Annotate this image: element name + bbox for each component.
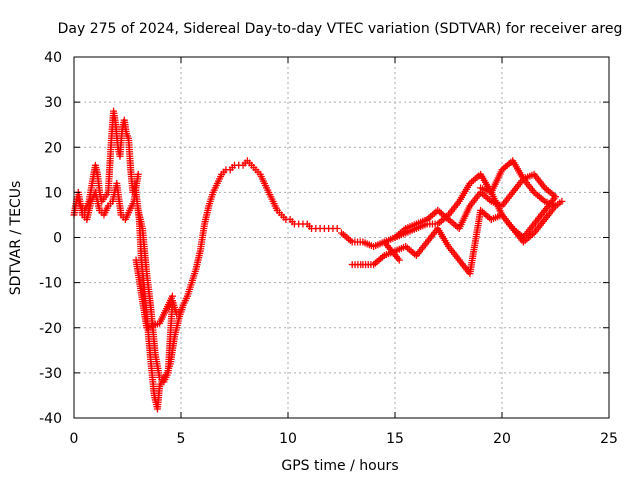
y-tick-label: -10 [39, 276, 62, 292]
data-point [395, 256, 403, 264]
y-tick-label: 10 [44, 185, 62, 201]
x-axis-ticks: 0 5 10 15 20 25 [70, 57, 618, 447]
series-minor-outliers [132, 238, 403, 332]
x-tick-label: 10 [279, 431, 297, 447]
x-axis-title: GPS time / hours [281, 458, 398, 474]
y-tick-label: -40 [39, 411, 62, 427]
data-points [70, 107, 566, 413]
data-point [134, 170, 142, 178]
x-tick-label: 15 [386, 431, 404, 447]
data-point [552, 202, 559, 210]
y-axis-title: SDTVAR / TECUs [8, 181, 24, 296]
x-tick-label: 25 [600, 431, 618, 447]
y-tick-label: 30 [44, 95, 62, 111]
chart-title: Day 275 of 2024, Sidereal Day-to-day VTE… [58, 21, 623, 37]
y-axis-ticks: -40 -30 -20 -10 0 10 20 30 40 [39, 50, 609, 427]
y-tick-label: 40 [44, 50, 62, 66]
x-tick-label: 5 [177, 431, 186, 447]
data-point [168, 292, 176, 300]
x-tick-label: 0 [70, 431, 79, 447]
series-early-cluster [74, 170, 142, 223]
y-tick-label: 0 [53, 231, 62, 247]
data-point [177, 306, 185, 314]
data-point [558, 197, 566, 205]
data-point [552, 193, 559, 201]
y-tick-label: -20 [39, 321, 62, 337]
series-late-d [477, 184, 559, 246]
series-late-c [391, 170, 559, 241]
data-point [333, 224, 341, 232]
x-tick-label: 20 [493, 431, 511, 447]
series-dip-branch [134, 206, 185, 386]
series-main [70, 107, 341, 413]
y-tick-label: 20 [44, 140, 62, 156]
y-tick-label: -30 [39, 366, 62, 382]
